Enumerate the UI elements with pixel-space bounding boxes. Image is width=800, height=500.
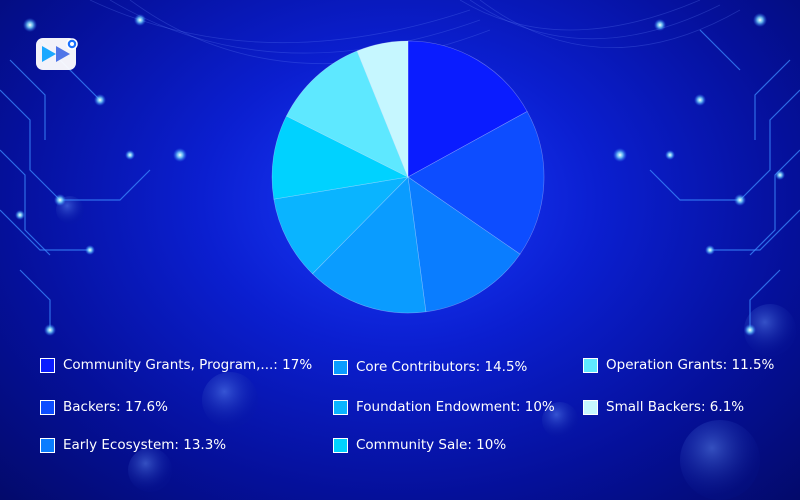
pie-slice-2 bbox=[407, 176, 521, 313]
circuit-lines-left bbox=[0, 39, 151, 330]
legend-item-community-sale: Community Sale: 10% bbox=[333, 435, 506, 455]
pie-slice-4 bbox=[273, 176, 409, 275]
legend-swatch bbox=[40, 437, 55, 453]
brand-logo-icon bbox=[36, 38, 78, 70]
legend-swatch bbox=[583, 399, 598, 415]
pie-slice-3 bbox=[312, 176, 427, 314]
pie-slice-5 bbox=[271, 115, 409, 200]
pie-slices bbox=[271, 40, 545, 314]
legend-item-early-ecosystem: Early Ecosystem: 13.3% bbox=[40, 435, 226, 455]
legend-item-foundation-endowment: Foundation Endowment: 10% bbox=[333, 397, 555, 417]
legend-item-community-grants: Community Grants, Program,...: 17% bbox=[40, 355, 312, 375]
bubble-decorations bbox=[56, 196, 796, 500]
legend-label: Small Backers: 6.1% bbox=[606, 399, 745, 415]
legend-label: Core Contributors: 14.5% bbox=[356, 359, 528, 375]
legend-swatch bbox=[40, 399, 55, 415]
legend-item-core-contributors: Core Contributors: 14.5% bbox=[333, 357, 527, 377]
legend-label: Community Grants, Program,...: 17% bbox=[63, 357, 313, 373]
legend-swatch bbox=[583, 357, 598, 373]
legend-label: Foundation Endowment: 10% bbox=[356, 399, 555, 415]
pie-slice-0 bbox=[407, 40, 528, 178]
pie-slice-1 bbox=[407, 111, 545, 255]
legend-label: Backers: 17.6% bbox=[63, 399, 168, 415]
circuit-lines-right bbox=[649, 29, 800, 330]
legend-label: Early Ecosystem: 13.3% bbox=[63, 437, 227, 453]
legend-swatch bbox=[333, 437, 348, 453]
legend-swatch bbox=[40, 357, 55, 373]
legend-item-backers: Backers: 17.6% bbox=[40, 397, 168, 417]
legend-swatch bbox=[333, 359, 348, 375]
legend-label: Community Sale: 10% bbox=[356, 437, 507, 453]
pie-slice-6 bbox=[286, 50, 409, 178]
glow-dots bbox=[15, 13, 785, 336]
legend-swatch bbox=[333, 399, 348, 415]
legend-item-operation-grants: Operation Grants: 11.5% bbox=[583, 355, 774, 375]
pie-slice-7 bbox=[356, 40, 409, 178]
legend-item-small-backers: Small Backers: 6.1% bbox=[583, 397, 744, 417]
legend-label: Operation Grants: 11.5% bbox=[606, 357, 775, 373]
